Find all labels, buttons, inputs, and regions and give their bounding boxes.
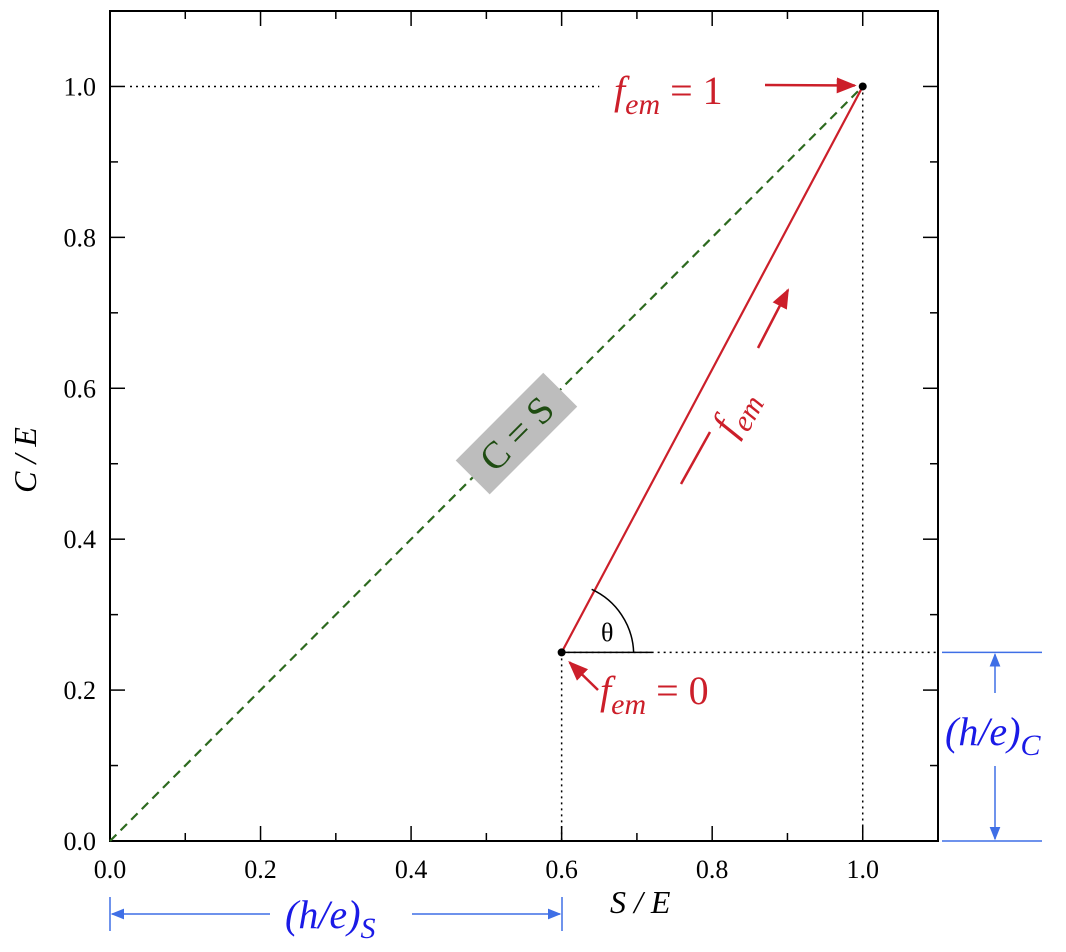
x-tick-label: 0.0 — [94, 855, 127, 884]
x-axis-title: S / E — [610, 884, 671, 920]
x-tick-label: 0.6 — [545, 855, 578, 884]
fem0-label: fem = 0 — [600, 668, 709, 721]
guide-lines — [130, 85, 938, 841]
angle-label: θ — [601, 618, 613, 647]
fem1-label: fem = 1 — [614, 68, 723, 121]
fem0-arrow — [568, 660, 599, 691]
label-layer: C = S fem = 1 fem = 0 fem θ (h/e)S (h/e)C — [109, 68, 1042, 945]
x-tick-label: 0.4 — [395, 855, 428, 884]
hs-label: (h/e)S — [285, 892, 376, 945]
hc-label: (h/e)C — [945, 709, 1042, 762]
y-tick-label: 0.2 — [64, 676, 97, 705]
y-tick-label: 0.0 — [64, 827, 97, 856]
plot-frame — [109, 10, 939, 842]
fem-direction-label: fem — [702, 380, 771, 446]
fem-dash-line — [679, 431, 712, 485]
x-tick-label: 1.0 — [846, 855, 879, 884]
y-tick-label: 0.6 — [64, 374, 97, 403]
fem-direction-arrow — [756, 288, 790, 349]
angle-arc — [591, 588, 635, 653]
x-tick-label: 0.8 — [696, 855, 729, 884]
y-tick-label: 0.8 — [64, 223, 97, 252]
y-tick-label: 0.4 — [64, 525, 97, 554]
y-axis-title: C / E — [7, 427, 43, 493]
diagonal-label-box — [455, 372, 578, 495]
end-point — [858, 82, 867, 91]
x-tick-label: 0.2 — [244, 855, 277, 884]
axis-ticks: 0.00.0 0.2 0.2 0.4 0.4 0.6 0.6 0.8 0.8 1.0 1.0 — [64, 11, 938, 884]
diagonal-label-group: C = S — [455, 372, 578, 495]
y-tick-label: 1.0 — [64, 72, 97, 101]
start-point — [557, 648, 566, 657]
fem-direction-group: fem — [702, 380, 771, 446]
fem-series — [560, 85, 864, 653]
